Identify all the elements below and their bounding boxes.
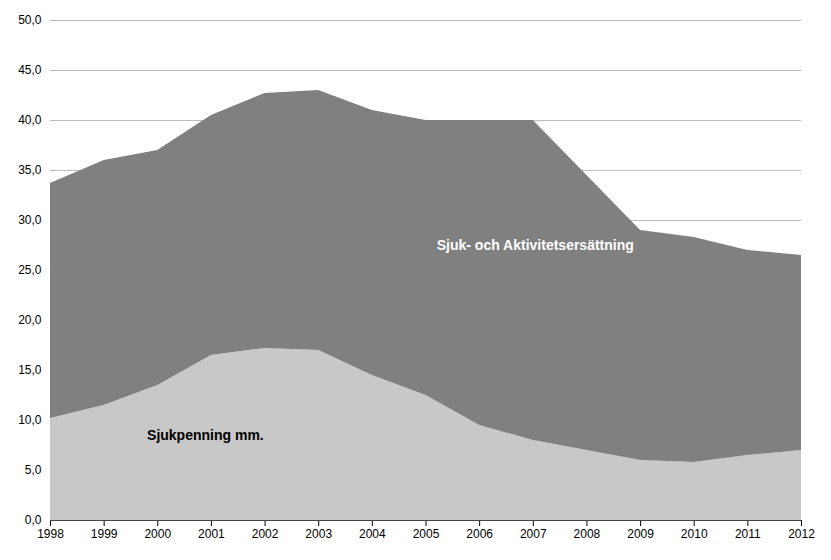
svg-text:15,0: 15,0 xyxy=(18,363,42,377)
svg-text:1999: 1999 xyxy=(91,527,118,541)
svg-text:30,0: 30,0 xyxy=(18,213,42,227)
svg-text:2005: 2005 xyxy=(413,527,440,541)
svg-text:Sjukpenning mm.: Sjukpenning mm. xyxy=(147,427,264,443)
svg-text:Sjuk- och Aktivitetsersättning: Sjuk- och Aktivitetsersättning xyxy=(437,237,634,253)
svg-text:50,0: 50,0 xyxy=(18,13,42,27)
svg-text:2002: 2002 xyxy=(252,527,279,541)
svg-text:2008: 2008 xyxy=(574,527,601,541)
svg-text:0,0: 0,0 xyxy=(25,513,42,527)
svg-text:2011: 2011 xyxy=(735,527,761,541)
svg-text:2000: 2000 xyxy=(144,527,171,541)
svg-text:10,0: 10,0 xyxy=(18,413,42,427)
svg-text:45,0: 45,0 xyxy=(18,63,42,77)
svg-text:2009: 2009 xyxy=(627,527,654,541)
svg-text:2012: 2012 xyxy=(788,527,815,541)
svg-text:2004: 2004 xyxy=(359,527,386,541)
svg-text:2007: 2007 xyxy=(520,527,547,541)
svg-text:2006: 2006 xyxy=(466,527,493,541)
svg-text:20,0: 20,0 xyxy=(18,313,42,327)
svg-text:40,0: 40,0 xyxy=(18,113,42,127)
svg-text:2003: 2003 xyxy=(305,527,332,541)
svg-text:35,0: 35,0 xyxy=(18,163,42,177)
svg-text:25,0: 25,0 xyxy=(18,263,42,277)
svg-text:2001: 2001 xyxy=(198,527,225,541)
svg-text:5,0: 5,0 xyxy=(25,463,42,477)
svg-text:1998: 1998 xyxy=(37,527,64,541)
svg-text:2010: 2010 xyxy=(681,527,708,541)
